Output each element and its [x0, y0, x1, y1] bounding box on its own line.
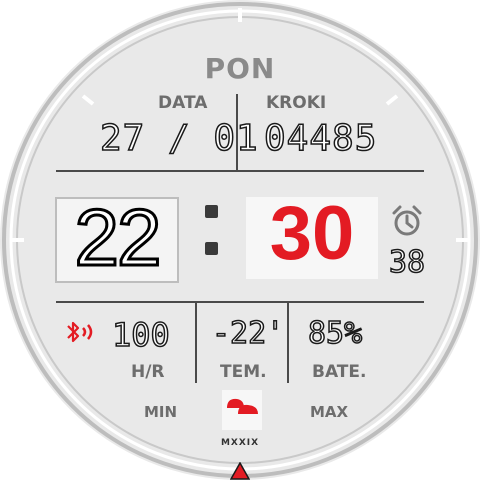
hour-value: 22 [73, 192, 163, 284]
alarm-clock-icon[interactable] [390, 204, 424, 238]
day-of-week: PON [204, 52, 276, 85]
brand-logo: MXXIX [220, 438, 260, 448]
pointer-triangle-icon [230, 462, 250, 480]
steps-label: KROKI [266, 93, 327, 113]
divider-bottom-right [287, 303, 289, 383]
divider-bottom-left [195, 303, 197, 383]
weather-max-label: MAX [310, 403, 349, 421]
temperature-label: TEM. [220, 362, 267, 382]
minute-background [246, 197, 378, 279]
date-label: DATA [158, 93, 208, 113]
time-separator [205, 205, 221, 279]
divider-top-vertical [236, 94, 238, 170]
weather-cloud-icon[interactable] [224, 394, 262, 418]
heart-rate-value[interactable]: 100 [111, 315, 170, 355]
divider-lower [56, 301, 424, 303]
temperature-value[interactable]: -22' [211, 315, 285, 352]
hour-background [55, 197, 179, 283]
weather-min-label: MIN [144, 403, 178, 421]
battery-value[interactable]: 85% [307, 315, 363, 352]
date-value[interactable]: 27 / 01 [99, 117, 259, 160]
bluetooth-icon [67, 321, 93, 343]
battery-label: BATE. [312, 362, 367, 382]
minute-value: 30 [269, 191, 355, 276]
steps-value[interactable]: 04485 [263, 117, 378, 160]
heart-rate-label: H/R [131, 362, 165, 382]
divider-upper [56, 170, 424, 172]
alarm-value: 38 [388, 244, 426, 281]
